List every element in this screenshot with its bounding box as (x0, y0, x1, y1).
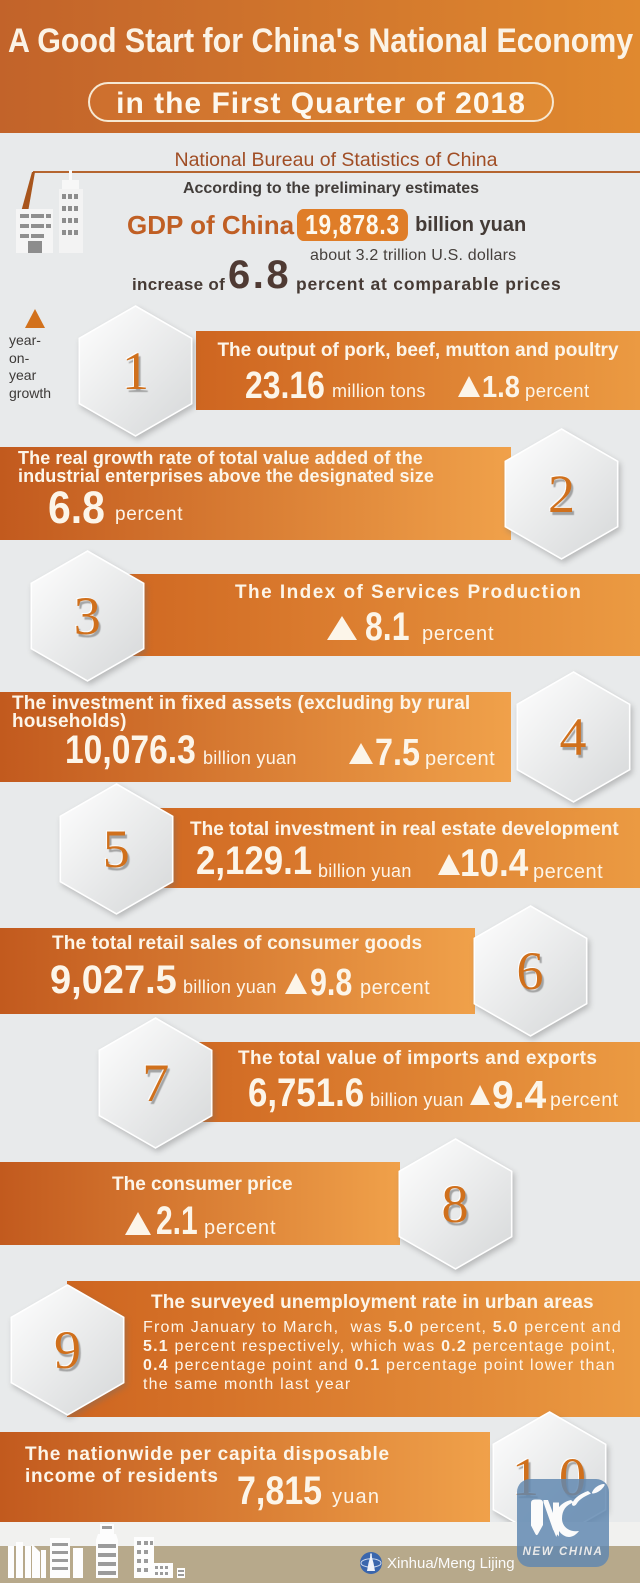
svg-text:NEW CHINA: NEW CHINA (523, 1546, 604, 1558)
